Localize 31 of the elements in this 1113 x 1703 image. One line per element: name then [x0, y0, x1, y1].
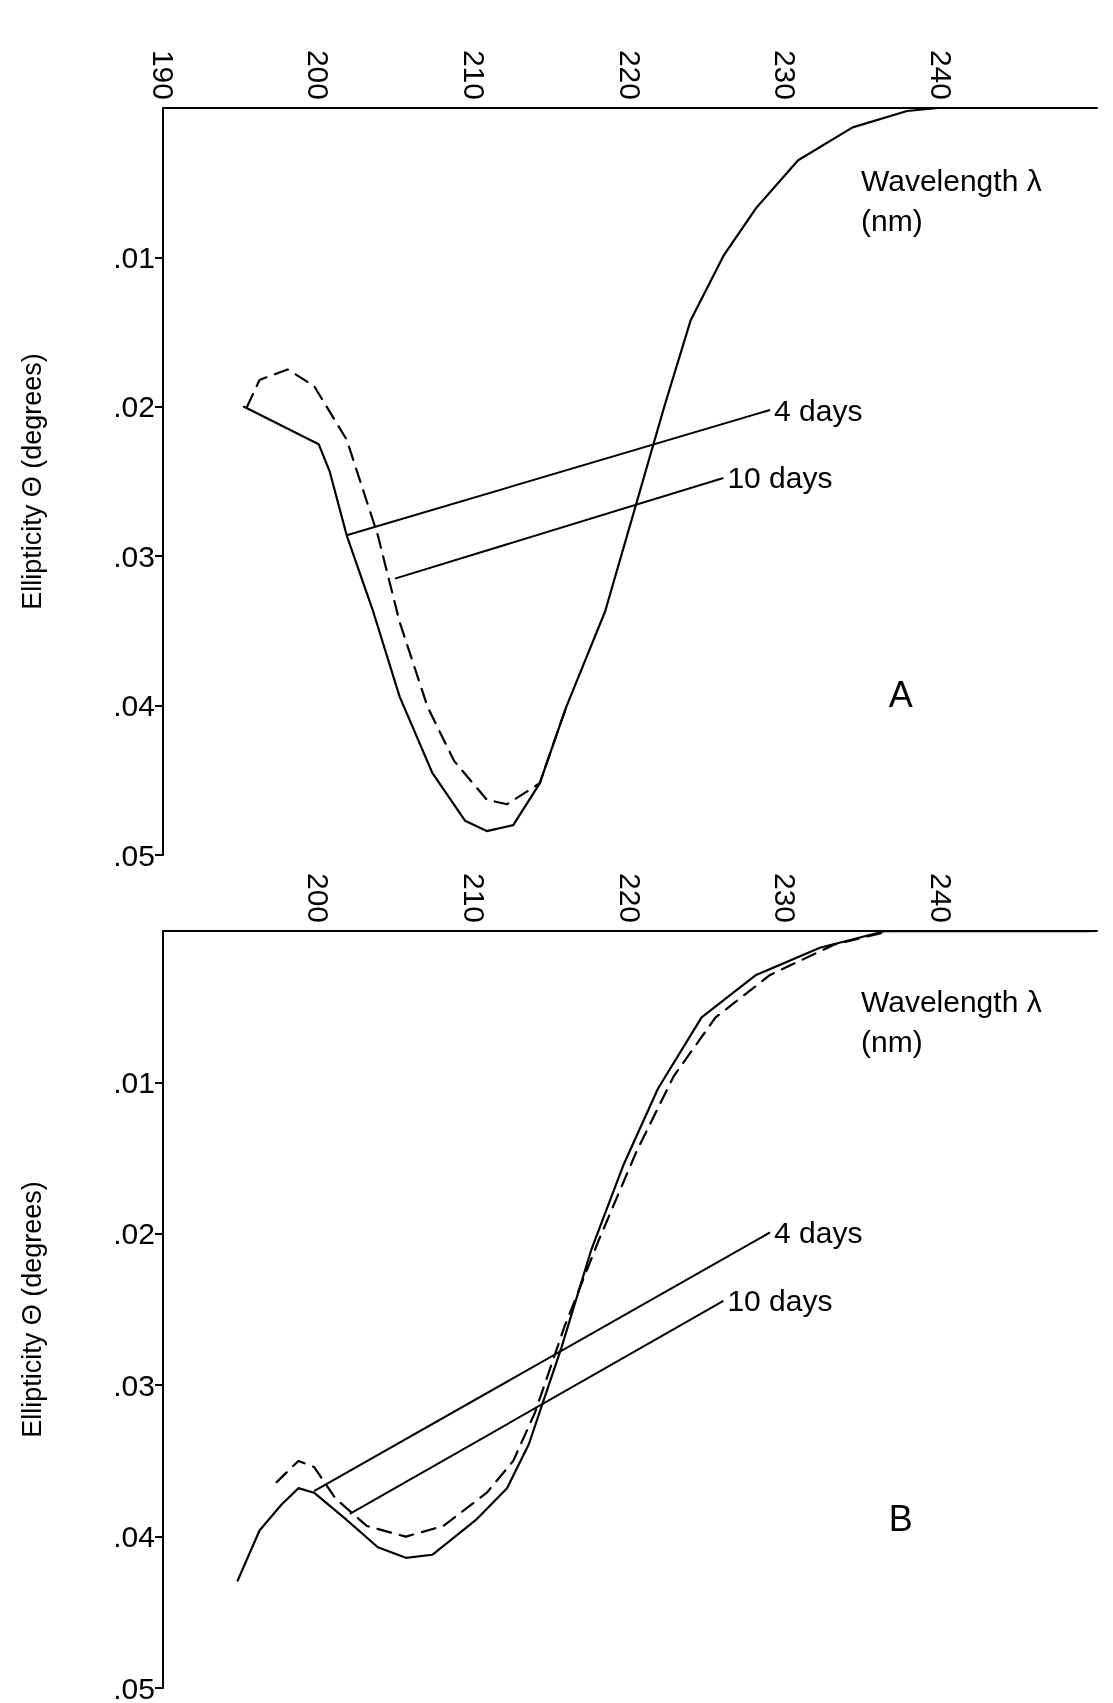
x-tick-label: 210 [457, 49, 491, 100]
y-tick-label: .05 [113, 1671, 155, 1703]
y-tick-label: .05 [113, 838, 155, 872]
x-tick-label: 240 [924, 872, 958, 924]
annotation: 4 days [774, 1215, 863, 1249]
y-tick-label: .02 [113, 1217, 155, 1251]
y-tick-label: .03 [113, 539, 155, 573]
annotation: A [888, 673, 913, 715]
y-tick-label: .02 [113, 390, 155, 424]
x-tick-label: 230 [769, 49, 803, 100]
x-tick-label: 220 [613, 872, 647, 924]
annotation: 10 days [727, 461, 833, 495]
y-tick-label: .04 [113, 1520, 155, 1554]
x-axis-title: Wavelength λ (nm) [861, 164, 1050, 238]
y-tick-label: .04 [113, 689, 155, 723]
annotation: B [888, 1498, 913, 1540]
y-tick-label: .01 [113, 1065, 155, 1099]
annotation: 4 days [774, 393, 863, 427]
annotation: 10 days [727, 1284, 833, 1318]
x-tick-label: 200 [302, 872, 336, 924]
y-axis-title: Ellipticity Θ (degrees) [16, 353, 47, 610]
x-axis-title: Wavelength λ (nm) [861, 984, 1050, 1058]
y-tick-label: .03 [113, 1368, 155, 1402]
y-axis-title: Ellipticity Θ (degrees) [16, 1181, 47, 1438]
x-tick-label: 200 [302, 49, 336, 100]
x-tick-label: 190 [146, 49, 180, 100]
y-tick-label: .01 [113, 240, 155, 274]
x-tick-label: 230 [769, 872, 803, 924]
x-tick-label: 210 [457, 872, 491, 924]
x-tick-label: 220 [613, 49, 647, 100]
x-tick-label: 240 [924, 49, 958, 100]
